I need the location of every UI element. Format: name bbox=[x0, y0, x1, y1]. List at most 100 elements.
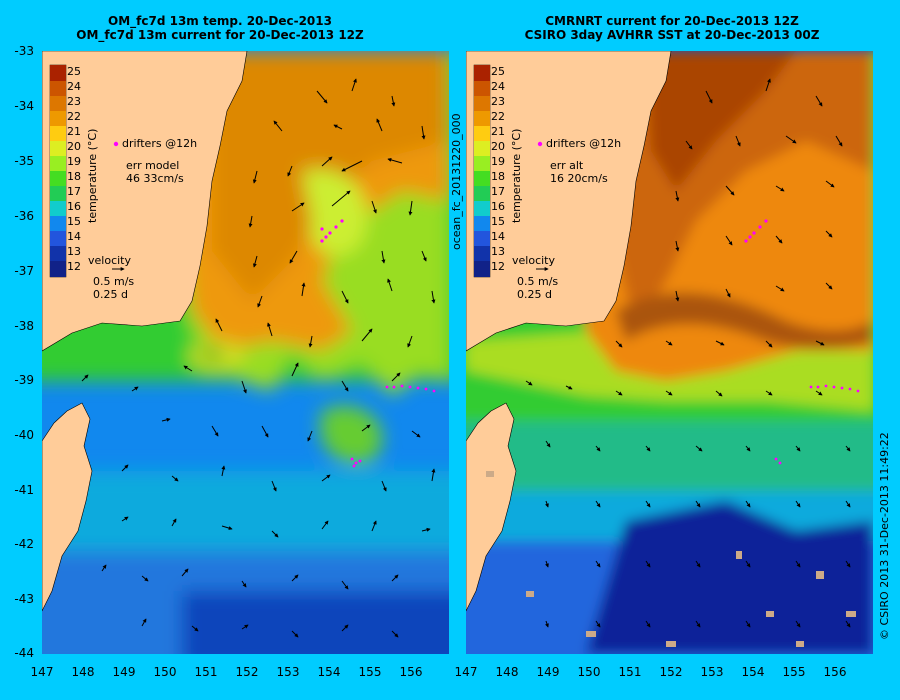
left-colorbar bbox=[49, 64, 67, 278]
colorbar-tick: 12 bbox=[491, 260, 505, 273]
colorbar-tick: 15 bbox=[67, 215, 81, 228]
colorbar-tick: 17 bbox=[67, 185, 81, 198]
colorbar-tick: 19 bbox=[491, 155, 505, 168]
lon-label: 151 bbox=[194, 665, 218, 679]
right-colorbar-ticks: 25 24 23 22 21 20 19 18 17 16 15 14 13 1… bbox=[491, 64, 505, 274]
velocity-label: velocity bbox=[88, 254, 131, 267]
colorbar-tick: 18 bbox=[67, 170, 81, 183]
drifters-label: drifters @12h bbox=[546, 137, 622, 150]
lon-label: 149 bbox=[112, 665, 136, 679]
lon-label: 156 bbox=[823, 665, 847, 679]
lon-label: 147 bbox=[454, 665, 478, 679]
velocity-time: 0.25 d bbox=[517, 288, 552, 301]
left-map-panel[interactable]: temperature (°C) 25 24 23 22 21 20 19 18… bbox=[42, 51, 449, 654]
lat-label: -43 bbox=[14, 592, 34, 606]
left-colorbar-ticks: 25 24 23 22 21 20 19 18 17 16 15 14 13 1… bbox=[67, 64, 81, 274]
run-id-label: ocean_fc_20131220_000 bbox=[450, 113, 463, 250]
colorbar-tick: 14 bbox=[491, 230, 505, 243]
colorbar-tick: 22 bbox=[491, 110, 505, 123]
colorbar-tick: 25 bbox=[67, 65, 81, 78]
left-title-line1: OM_fc7d 13m temp. 20-Dec-2013 bbox=[108, 14, 332, 28]
velocity-speed: 0.5 m/s bbox=[517, 275, 559, 288]
left-panel-title: OM_fc7d 13m temp. 20-Dec-2013 OM_fc7d 13… bbox=[0, 14, 440, 42]
lon-label: 154 bbox=[317, 665, 341, 679]
lat-label: -34 bbox=[14, 99, 34, 113]
velocity-speed: 0.5 m/s bbox=[93, 275, 135, 288]
lat-label: -36 bbox=[14, 209, 34, 223]
colorbar-tick: 16 bbox=[491, 200, 505, 213]
left-legend: drifters @12h err model 46 33cm/s bbox=[122, 137, 197, 185]
right-legend: drifters @12h err alt 16 20cm/s bbox=[546, 137, 621, 185]
drifters-label: drifters @12h bbox=[122, 137, 198, 150]
lon-label: 149 bbox=[536, 665, 560, 679]
lat-label: -35 bbox=[14, 154, 34, 168]
colorbar-tick: 21 bbox=[67, 125, 81, 138]
missing-data-patches bbox=[486, 471, 856, 647]
lon-label: 147 bbox=[30, 665, 54, 679]
colorbar-tick: 16 bbox=[67, 200, 81, 213]
colorbar-tick: 24 bbox=[67, 80, 81, 93]
lat-label: -41 bbox=[14, 483, 34, 497]
colorbar-tick: 24 bbox=[491, 80, 505, 93]
right-drifter-tracks bbox=[744, 219, 860, 465]
right-colorbar bbox=[473, 64, 491, 278]
colorbar-tick: 20 bbox=[491, 140, 505, 153]
colorbar-tick: 17 bbox=[491, 185, 505, 198]
lon-label: 153 bbox=[700, 665, 724, 679]
err-values: 16 20cm/s bbox=[550, 172, 608, 185]
left-velocity-arrows bbox=[81, 78, 436, 638]
colorbar-tick: 21 bbox=[491, 125, 505, 138]
left-title-line2: OM_fc7d 13m current for 20-Dec-2013 12Z bbox=[76, 28, 364, 42]
drifter-legend-marker bbox=[537, 141, 543, 147]
err-label: err alt bbox=[550, 159, 584, 172]
right-title-line2: CSIRO 3day AVHRR SST at 20-Dec-2013 00Z bbox=[524, 28, 820, 42]
right-velocity-legend: velocity 0.5 m/s 0.25 d bbox=[512, 254, 558, 301]
lon-label: 152 bbox=[659, 665, 683, 679]
lon-label: 153 bbox=[276, 665, 300, 679]
left-velocity-legend: velocity 0.5 m/s 0.25 d bbox=[88, 254, 134, 301]
copyright-label: © CSIRO 2013 31-Dec-2013 11:49:22 bbox=[878, 432, 891, 640]
colorbar-tick: 12 bbox=[67, 260, 81, 273]
velocity-time: 0.25 d bbox=[93, 288, 128, 301]
right-velocity-arrows bbox=[525, 78, 851, 628]
velocity-label: velocity bbox=[512, 254, 555, 267]
colorbar-tick: 20 bbox=[67, 140, 81, 153]
lat-label: -38 bbox=[14, 319, 34, 333]
colorbar-tick: 19 bbox=[67, 155, 81, 168]
colorbar-tick: 18 bbox=[491, 170, 505, 183]
colorbar-tick: 15 bbox=[491, 215, 505, 228]
right-colorbar-label: temperature (°C) bbox=[510, 128, 523, 223]
lat-label: -33 bbox=[14, 44, 34, 58]
colorbar-tick: 23 bbox=[491, 95, 505, 108]
lon-label: 150 bbox=[153, 665, 177, 679]
left-drifter-tracks bbox=[320, 219, 436, 468]
lon-label: 151 bbox=[618, 665, 642, 679]
lon-label: 148 bbox=[71, 665, 95, 679]
lon-label: 150 bbox=[577, 665, 601, 679]
right-sst-map bbox=[466, 51, 873, 654]
colorbar-tick: 22 bbox=[67, 110, 81, 123]
lon-label: 155 bbox=[782, 665, 806, 679]
right-panel-title: CMRNRT current for 20-Dec-2013 12Z CSIRO… bbox=[452, 14, 892, 42]
lon-label: 154 bbox=[741, 665, 765, 679]
colorbar-tick: 25 bbox=[491, 65, 505, 78]
colorbar-tick: 14 bbox=[67, 230, 81, 243]
left-sst-map bbox=[42, 51, 449, 654]
right-title-line1: CMRNRT current for 20-Dec-2013 12Z bbox=[545, 14, 799, 28]
lat-label: -37 bbox=[14, 264, 34, 278]
lat-label: -39 bbox=[14, 373, 34, 387]
colorbar-tick: 23 bbox=[67, 95, 81, 108]
lat-label: -42 bbox=[14, 537, 34, 551]
right-map-panel[interactable]: temperature (°C) 25 24 23 22 21 20 19 18… bbox=[466, 51, 873, 654]
err-values: 46 33cm/s bbox=[126, 172, 184, 185]
lon-label: 155 bbox=[358, 665, 382, 679]
drifter-legend-marker bbox=[113, 141, 119, 147]
lon-label: 152 bbox=[235, 665, 259, 679]
left-colorbar-label: temperature (°C) bbox=[86, 128, 99, 223]
lat-label: -44 bbox=[14, 646, 34, 660]
err-label: err model bbox=[126, 159, 180, 172]
colorbar-tick: 13 bbox=[491, 245, 505, 258]
lon-label: 148 bbox=[495, 665, 519, 679]
colorbar-tick: 13 bbox=[67, 245, 81, 258]
lat-label: -40 bbox=[14, 428, 34, 442]
